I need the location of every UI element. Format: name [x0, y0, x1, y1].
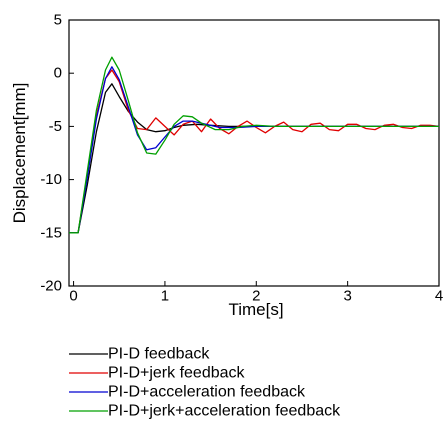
legend-label: PI-D+acceleration feedback [108, 384, 306, 401]
series-line-2 [69, 69, 440, 234]
y-ticks: -20 -15 -10 -5 0 5 [40, 12, 74, 295]
x-tick-label: 3 [343, 287, 351, 304]
x-ticks: 0 1 2 3 4 [69, 281, 443, 304]
legend: PI-D feedback PI-D+jerk feedback PI-D+acce… [69, 346, 341, 420]
y-tick-label: -20 [40, 278, 62, 295]
series-line-4 [69, 56, 439, 234]
x-tick-label: 0 [69, 287, 77, 304]
y-tick-label: 5 [54, 12, 62, 29]
y-tick-label: -10 [40, 171, 62, 188]
y-tick-label: -5 [49, 118, 62, 135]
y-tick-label: 0 [54, 65, 62, 82]
y-tick-label: -15 [40, 224, 62, 241]
series-layer [69, 56, 440, 234]
x-axis-label: Time[s] [228, 300, 283, 319]
x-tick-label: 1 [161, 287, 169, 304]
y-axis-label: Displacement[mm] [10, 83, 29, 224]
x-tick-label: 4 [435, 287, 443, 304]
series-line-1 [69, 83, 439, 234]
legend-label: PI-D feedback [108, 346, 210, 363]
plot-frame [68, 19, 440, 287]
series-line-3 [69, 66, 439, 234]
legend-label: PI-D+jerk+acceleration feedback [108, 403, 341, 420]
x-tick-label: 2 [252, 287, 260, 304]
legend-label: PI-D+jerk feedback [108, 365, 246, 382]
